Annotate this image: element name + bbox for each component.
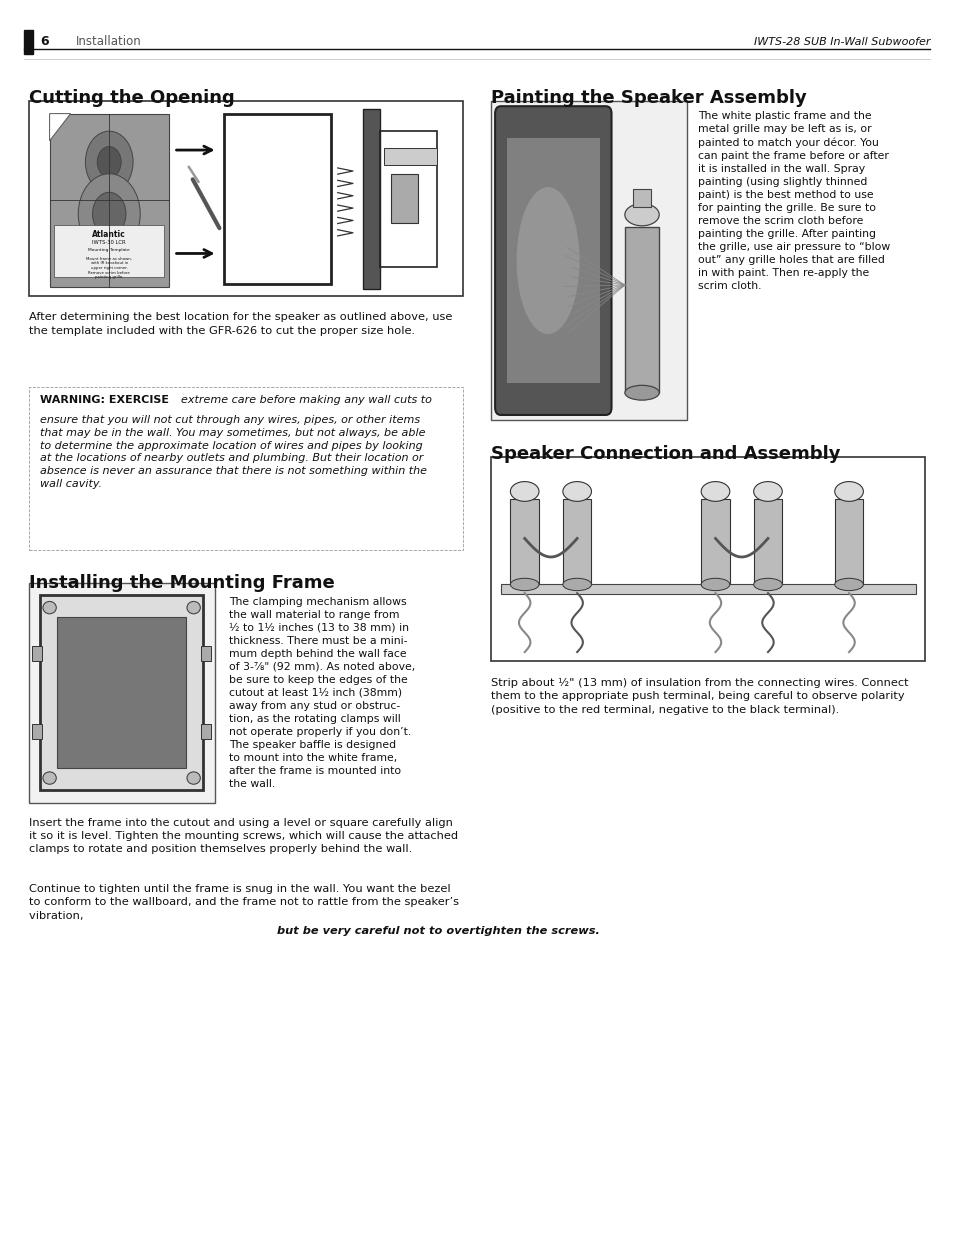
Ellipse shape	[97, 147, 121, 178]
Text: IWTS-30 LCR: IWTS-30 LCR	[92, 240, 126, 245]
Bar	[753, 499, 781, 584]
Text: ensure that you will not cut through any wires, pipes, or other items
that may b: ensure that you will not cut through any…	[40, 415, 427, 489]
Text: Continue to tighten until the frame is snug in the wall. You want the bezel
to c: Continue to tighten until the frame is s…	[29, 884, 458, 920]
Ellipse shape	[562, 482, 591, 501]
Text: extreme care before making any wall cuts to: extreme care before making any wall cuts…	[181, 395, 432, 405]
Ellipse shape	[510, 482, 538, 501]
Text: IWTS-28 SUB In-Wall Subwoofer: IWTS-28 SUB In-Wall Subwoofer	[753, 37, 929, 47]
Bar	[391, 174, 417, 224]
Bar	[29, 101, 462, 296]
Ellipse shape	[187, 601, 200, 614]
FancyBboxPatch shape	[495, 106, 611, 415]
Bar	[29, 583, 214, 803]
Bar	[50, 114, 169, 287]
Text: Cutting the Opening: Cutting the Opening	[29, 89, 234, 107]
Bar	[24, 30, 33, 54]
Text: WARNING: EXERCISE: WARNING: EXERCISE	[40, 395, 169, 405]
Ellipse shape	[510, 578, 538, 590]
Text: 6: 6	[40, 36, 49, 48]
Ellipse shape	[834, 578, 862, 590]
Bar	[562, 499, 591, 584]
Bar	[834, 499, 862, 584]
Ellipse shape	[624, 204, 659, 226]
Ellipse shape	[624, 385, 659, 400]
Ellipse shape	[43, 772, 56, 784]
Bar	[506, 138, 599, 383]
Ellipse shape	[85, 131, 132, 193]
Bar	[500, 584, 915, 594]
Bar	[510, 499, 538, 584]
Bar	[491, 101, 686, 420]
Bar	[362, 109, 379, 289]
Text: Installation: Installation	[76, 36, 142, 48]
Bar	[54, 225, 164, 277]
Text: Insert the frame into the cutout and using a level or square carefully align
it : Insert the frame into the cutout and usi…	[29, 818, 457, 853]
Bar	[224, 114, 331, 284]
Polygon shape	[50, 114, 71, 141]
Bar	[384, 148, 436, 164]
Text: Strip about ½" (13 mm) of insulation from the connecting wires. Connect
them to : Strip about ½" (13 mm) of insulation fro…	[491, 678, 908, 715]
Text: Mounting Template: Mounting Template	[89, 248, 130, 252]
Text: Speaker Connection and Assembly: Speaker Connection and Assembly	[491, 445, 840, 463]
Bar	[57, 618, 186, 768]
Bar	[491, 457, 924, 661]
Ellipse shape	[700, 482, 729, 501]
Text: Painting the Speaker Assembly: Painting the Speaker Assembly	[491, 89, 806, 107]
Text: Atlantic: Atlantic	[92, 230, 126, 238]
Ellipse shape	[78, 174, 140, 254]
Bar	[201, 646, 211, 661]
Ellipse shape	[753, 482, 781, 501]
Ellipse shape	[187, 772, 200, 784]
Text: The white plastic frame and the
metal grille may be left as is, or
painted to ma: The white plastic frame and the metal gr…	[698, 111, 890, 291]
Bar	[32, 725, 42, 740]
Text: Mount frame as shown,
with IR knockout in
upper right corner.
Remove scrim befor: Mount frame as shown, with IR knockout i…	[86, 257, 132, 279]
Bar	[29, 387, 462, 550]
Text: Installing the Mounting Frame: Installing the Mounting Frame	[29, 574, 334, 593]
Text: but be very careful not to overtighten the screws.: but be very careful not to overtighten t…	[276, 926, 598, 936]
Bar	[379, 131, 436, 267]
Ellipse shape	[92, 193, 126, 236]
Bar	[633, 189, 650, 207]
Bar	[40, 595, 203, 790]
Bar	[32, 646, 42, 661]
Ellipse shape	[43, 601, 56, 614]
Bar	[700, 499, 729, 584]
Bar	[201, 725, 211, 740]
Ellipse shape	[753, 578, 781, 590]
Ellipse shape	[700, 578, 729, 590]
Ellipse shape	[562, 578, 591, 590]
Text: The clamping mechanism allows
the wall material to range from
½ to 1½ inches (13: The clamping mechanism allows the wall m…	[229, 597, 415, 789]
Ellipse shape	[517, 186, 578, 333]
Bar	[624, 227, 659, 393]
Text: After determining the best location for the speaker as outlined above, use
the t: After determining the best location for …	[29, 312, 452, 336]
Ellipse shape	[834, 482, 862, 501]
